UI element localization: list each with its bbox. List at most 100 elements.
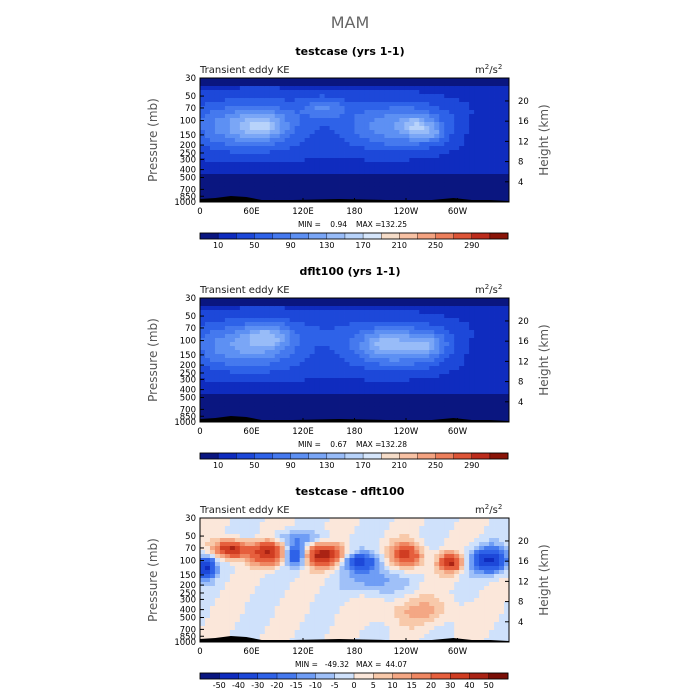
field-cell: [434, 122, 440, 127]
field-cell: [349, 634, 355, 639]
field-cell: [239, 194, 246, 199]
field-cell: [304, 618, 311, 623]
field-cell: [274, 114, 281, 119]
field-cell: [469, 354, 475, 359]
field-cell: [424, 98, 430, 103]
field-cell: [224, 530, 231, 535]
field-cell: [354, 146, 360, 151]
field-cell: [314, 302, 321, 307]
field-cell: [259, 542, 266, 547]
field-cell: [209, 518, 216, 523]
field-cell: [214, 586, 221, 591]
field-cell: [329, 182, 335, 187]
field-cell: [219, 142, 226, 147]
field-cell: [334, 86, 340, 91]
field-cell: [424, 150, 430, 155]
field-cell: [459, 94, 465, 99]
field-cell: [209, 334, 216, 339]
field-cell: [414, 362, 420, 367]
field-cell: [334, 374, 340, 379]
field-cell: [219, 554, 226, 559]
field-cell: [274, 354, 281, 359]
field-cell: [209, 534, 216, 539]
pressure-tick-label: 300: [180, 155, 196, 165]
field-cell: [324, 302, 330, 307]
field-cell: [374, 138, 380, 143]
field-cell: [229, 170, 236, 175]
field-cell: [324, 154, 330, 159]
field-cell: [454, 310, 460, 315]
colorbar-swatch: [453, 452, 473, 460]
colorbar-swatch: [471, 232, 491, 240]
field-cell: [479, 166, 485, 171]
field-cell: [264, 354, 271, 359]
field-cell: [389, 186, 395, 191]
field-cell: [244, 194, 251, 199]
field-cell: [484, 134, 490, 139]
field-cell: [204, 134, 211, 139]
field-cell: [479, 122, 485, 127]
field-cell: [329, 138, 335, 143]
field-cell: [329, 334, 335, 339]
field-cell: [369, 346, 375, 351]
field-cell: [334, 370, 340, 375]
field-cell: [374, 358, 380, 363]
field-cell: [464, 118, 470, 123]
field-cell: [474, 366, 480, 371]
field-cell: [304, 534, 311, 539]
field-cell: [419, 102, 425, 107]
field-cell: [294, 314, 301, 319]
field-cell: [224, 98, 231, 103]
field-cell: [299, 570, 306, 575]
field-cell: [434, 142, 440, 147]
field-cell: [429, 110, 435, 115]
field-cell: [394, 110, 400, 115]
field-cell: [454, 138, 460, 143]
field-cell: [249, 302, 256, 307]
field-cell: [354, 90, 360, 95]
field-cell: [249, 598, 256, 603]
field-cell: [259, 374, 266, 379]
field-cell: [489, 362, 495, 367]
colorbar-swatch: [199, 452, 219, 460]
field-cell: [434, 310, 440, 315]
field-cell: [224, 590, 231, 595]
field-cell: [384, 394, 390, 399]
field-cell: [429, 390, 435, 395]
field-cell: [299, 574, 306, 579]
field-cell: [209, 394, 216, 399]
field-cell: [229, 402, 236, 407]
field-cell: [469, 350, 475, 355]
field-cell: [289, 350, 296, 355]
field-cell: [454, 162, 460, 167]
field-cell: [309, 330, 316, 335]
field-cell: [474, 318, 480, 323]
field-cell: [239, 162, 246, 167]
field-cell: [394, 350, 400, 355]
field-cell: [399, 142, 405, 147]
field-cell: [254, 158, 261, 163]
field-cell: [464, 186, 470, 191]
field-cell: [264, 150, 271, 155]
field-cell: [374, 102, 380, 107]
field-cell: [364, 386, 370, 391]
field-cell: [504, 362, 510, 367]
field-cell: [434, 166, 440, 171]
field-cell: [504, 94, 510, 99]
field-cell: [344, 354, 350, 359]
field-cell: [314, 402, 321, 407]
field-cell: [439, 110, 445, 115]
field-cell: [249, 522, 256, 527]
field-cell: [419, 190, 425, 195]
field-cell: [200, 370, 206, 375]
field-cell: [324, 94, 330, 99]
field-cell: [359, 326, 365, 331]
field-cell: [374, 90, 380, 95]
field-cell: [374, 106, 380, 111]
field-cell: [269, 142, 276, 147]
field-cell: [264, 126, 271, 131]
field-cell: [294, 350, 301, 355]
field-cell: [284, 518, 291, 523]
field-cell: [229, 334, 236, 339]
field-cell: [424, 190, 430, 195]
